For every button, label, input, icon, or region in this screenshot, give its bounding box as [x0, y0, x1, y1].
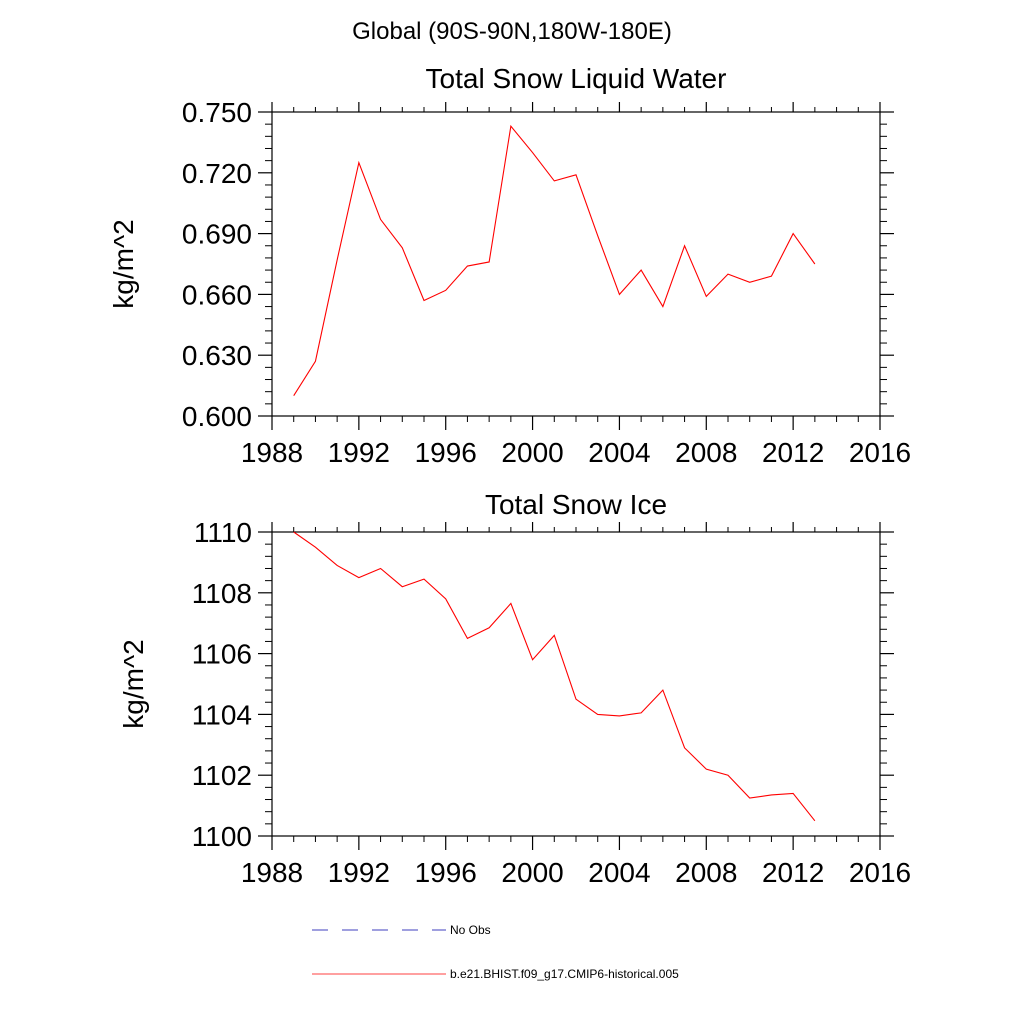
legend-label-no-obs: No Obs: [450, 923, 491, 937]
plot-frame: [271, 111, 881, 417]
y-tick-label: 1104: [192, 699, 252, 730]
x-tick-label: 2012: [762, 857, 824, 888]
x-tick-label: 1996: [415, 437, 477, 468]
x-tick-label: 2000: [501, 437, 563, 468]
x-tick-label: 2000: [501, 857, 563, 888]
y-axis-label: kg/m^2: [118, 639, 149, 728]
series-line: [293, 124, 816, 397]
y-tick-label: 0.750: [182, 97, 252, 128]
chart-title: Total Snow Ice: [485, 489, 667, 520]
y-tick-label: 1106: [192, 639, 252, 670]
x-tick-label: 2008: [675, 857, 737, 888]
page-title: Global (90S-90N,180W-180E): [352, 18, 672, 45]
x-tick-label: 2016: [849, 437, 911, 468]
legend: No Obs b.e21.BHIST.f09_g17.CMIP6-histori…: [312, 923, 679, 981]
legend-label-model: b.e21.BHIST.f09_g17.CMIP6-historical.005: [450, 967, 679, 981]
y-tick-label: 1110: [194, 517, 252, 548]
x-tick-label: 2012: [762, 437, 824, 468]
x-tick-label: 1988: [241, 857, 303, 888]
series-line: [293, 531, 816, 822]
y-tick-label: 0.690: [182, 219, 252, 250]
y-axis-label: kg/m^2: [108, 219, 139, 308]
panel-snow-ice: Total Snow Ice kg/m^2 1988 1992 1996 2000 20…: [118, 489, 911, 888]
y-tick-label: 1102: [192, 760, 252, 791]
y-tick-label: 1100: [192, 821, 252, 852]
y-tick-label: 0.630: [182, 340, 252, 371]
x-tick-label: 2004: [588, 857, 650, 888]
chart-title: Total Snow Liquid Water: [426, 63, 727, 94]
x-tick-label: 1996: [415, 857, 477, 888]
x-tick-label: 2008: [675, 437, 737, 468]
x-tick-label: 1988: [241, 437, 303, 468]
x-tick-label: 2016: [849, 857, 911, 888]
x-tick-label: 1992: [328, 857, 390, 888]
y-tick-label: 0.660: [182, 279, 252, 310]
x-tick-label: 1992: [328, 437, 390, 468]
y-tick-label: 0.720: [182, 158, 252, 189]
x-tick-label: 2004: [588, 437, 650, 468]
y-tick-label: 0.600: [182, 401, 252, 432]
plot-frame: [271, 531, 881, 837]
y-tick-label: 1108: [192, 578, 252, 609]
panel-snow-liquid-water: Total Snow Liquid Water kg/m^2 1988 1992 1…: [108, 63, 911, 468]
